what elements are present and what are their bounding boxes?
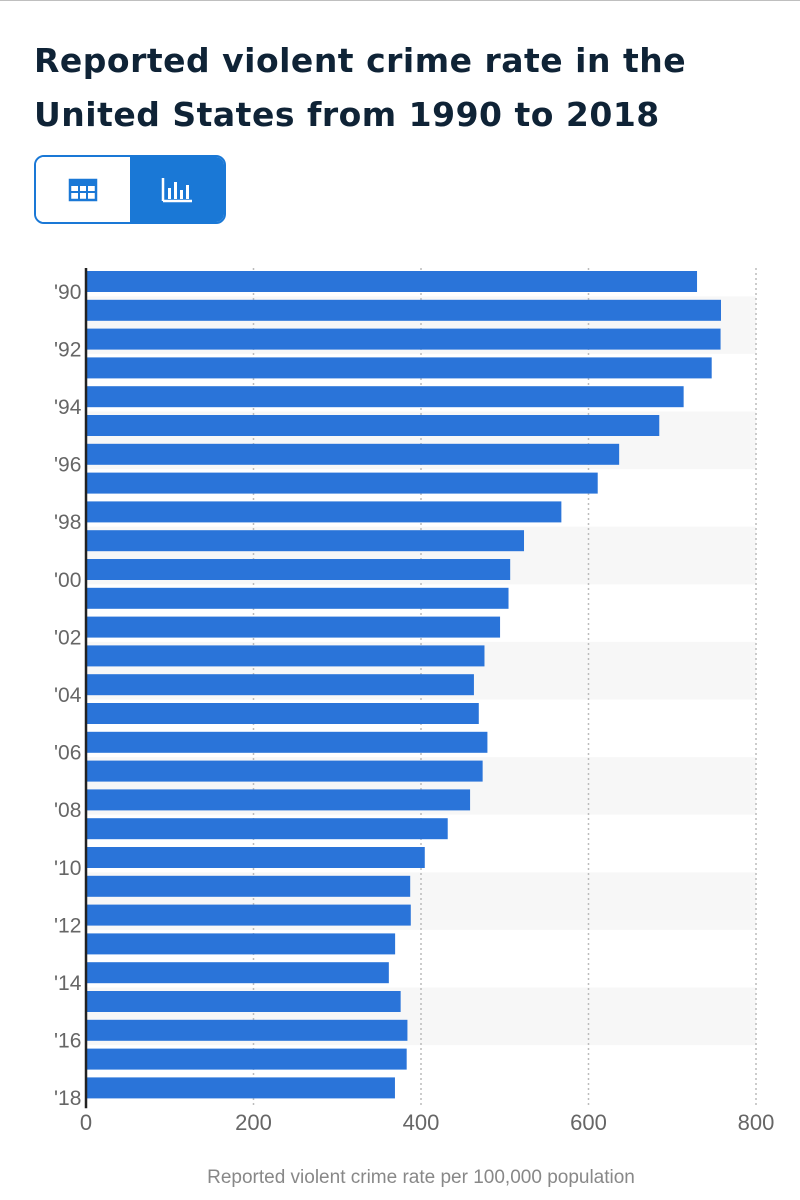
y-tick-label: '00 xyxy=(54,569,81,592)
bar-1993[interactable] xyxy=(86,357,712,379)
bar-2012[interactable] xyxy=(86,904,411,926)
bar-1999[interactable] xyxy=(86,530,525,552)
bar-1996[interactable] xyxy=(86,443,620,465)
bar-2018[interactable] xyxy=(86,1077,395,1099)
y-tick-label: '04 xyxy=(54,684,82,707)
y-tick-label: '10 xyxy=(54,857,81,880)
bar-2011[interactable] xyxy=(86,875,411,897)
bar-1992[interactable] xyxy=(86,328,721,350)
bar-2017[interactable] xyxy=(86,1048,407,1070)
top-divider xyxy=(0,0,800,1)
y-tick-label: '16 xyxy=(54,1030,81,1053)
y-tick-label: '18 xyxy=(54,1087,81,1110)
bar-1997[interactable] xyxy=(86,472,598,494)
x-tick-label: 0 xyxy=(80,1110,92,1135)
y-tick-label: '98 xyxy=(54,511,81,534)
bar-2005[interactable] xyxy=(86,703,479,724)
bar-2007[interactable] xyxy=(86,760,483,782)
bar-2000[interactable] xyxy=(86,559,511,580)
bar-2004[interactable] xyxy=(86,674,474,696)
x-tick-label: 200 xyxy=(235,1110,272,1135)
y-tick-label: '96 xyxy=(54,454,81,477)
chart-view-button[interactable] xyxy=(130,157,224,222)
y-tick-label: '14 xyxy=(54,972,82,995)
view-toggle xyxy=(34,155,226,224)
bar-1991[interactable] xyxy=(86,299,721,321)
page-title: Reported violent crime rate in the Unite… xyxy=(34,41,687,134)
y-tick-label: '02 xyxy=(54,626,81,649)
bar-2003[interactable] xyxy=(86,645,485,667)
y-tick-label: '92 xyxy=(54,338,81,361)
y-tick-label: '94 xyxy=(54,396,82,419)
y-tick-label: '06 xyxy=(54,742,81,765)
bar-2010[interactable] xyxy=(86,847,425,868)
table-view-button[interactable] xyxy=(36,157,130,222)
bar-2006[interactable] xyxy=(86,731,488,753)
bar-1995[interactable] xyxy=(86,415,660,436)
bar-2002[interactable] xyxy=(86,616,501,638)
y-tick-label: '08 xyxy=(54,799,81,822)
x-axis-label: Reported violent crime rate per 100,000 … xyxy=(207,1167,635,1188)
x-tick-label: 400 xyxy=(403,1110,440,1135)
table-icon xyxy=(68,178,98,201)
bar-1994[interactable] xyxy=(86,386,684,408)
bar-2001[interactable] xyxy=(86,587,509,609)
bar-chart: '90 '92 '94 '96 '98 '00 '02 '04 '06 '08 '10 '12 '14 '… xyxy=(54,268,775,1188)
bar-2014[interactable] xyxy=(86,962,389,984)
bar-2009[interactable] xyxy=(86,818,448,840)
bar-2013[interactable] xyxy=(86,933,396,955)
x-tick-label: 800 xyxy=(738,1110,775,1135)
y-tick-label: '12 xyxy=(54,914,81,937)
bar-1998[interactable] xyxy=(86,501,562,523)
y-tick-label: '90 xyxy=(54,281,81,304)
bar-2016[interactable] xyxy=(86,1019,408,1041)
bar-2015[interactable] xyxy=(86,991,401,1012)
x-tick-label: 600 xyxy=(570,1110,607,1135)
bar-2008[interactable] xyxy=(86,789,471,811)
bar-1990[interactable] xyxy=(86,271,698,292)
bar-chart-icon xyxy=(161,177,192,202)
